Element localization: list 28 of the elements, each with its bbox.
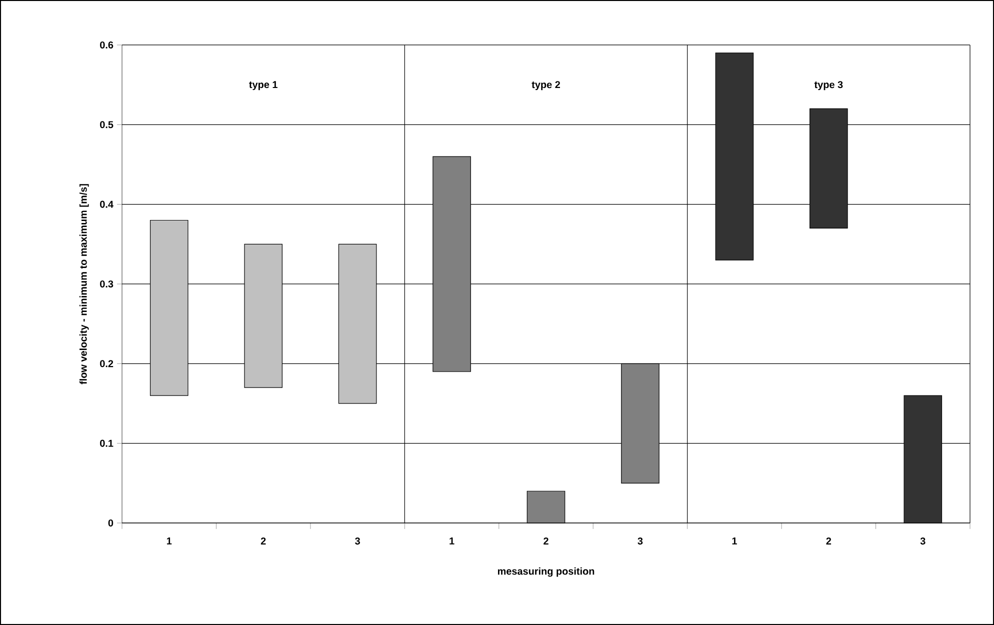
x-axis-title: mesasuring position [498,567,594,577]
y-tick-label: 0.6 [100,41,114,49]
y-tick-label: 0.1 [100,440,114,447]
x-tick-label: 1 [450,538,454,544]
x-tick-label: 3 [638,538,643,545]
annotation: type 2 [532,81,560,90]
bar [244,244,282,388]
bar [715,52,754,260]
bar [338,244,377,404]
y-axis-title: flow velocity - minimum to maximum [m/s] [80,184,89,384]
bar [150,220,188,396]
y-tick-label: 0 [108,519,114,527]
x-tick-label: 3 [920,538,926,545]
y-tick-label: 0.4 [100,200,114,208]
y-tick-label: 0.3 [100,280,114,288]
annotation: type 3 [814,81,843,90]
y-tick-label: 0.5 [100,121,114,128]
bar [621,363,660,484]
annotation: type 1 [249,81,278,90]
x-tick-label: 2 [826,538,832,544]
x-tick-label: 2 [544,538,548,544]
x-tick-label: 1 [732,538,737,544]
bar [432,156,471,372]
x-tick-label: 2 [260,538,266,544]
y-tick-label: 0.2 [100,360,114,368]
x-tick-label: 1 [166,538,172,544]
x-tick-label: 3 [355,538,360,545]
bar [810,108,848,229]
